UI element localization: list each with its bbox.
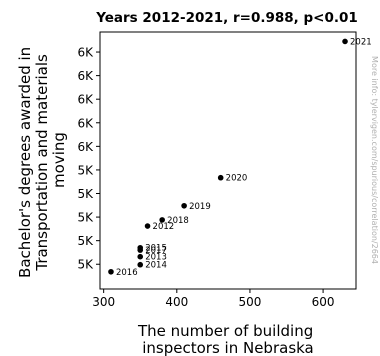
y-tick-label: 6K	[77, 140, 94, 154]
x-axis-title-line-1: The number of building	[137, 322, 313, 340]
y-tick-label: 5K	[77, 163, 94, 177]
data-point	[181, 202, 187, 209]
data-point-label: 2013	[145, 253, 167, 263]
y-tick-label: 5K	[77, 187, 94, 201]
plot-frame	[99, 31, 357, 290]
y-tick-label: 5K	[77, 211, 94, 225]
data-point	[137, 253, 144, 260]
x-tick-label: 600	[312, 295, 335, 309]
y-axis: 5K 5K 5K 5K 5K 6K 6K 6K 6K 6K	[77, 46, 100, 272]
y-axis-title: Bachelor's degrees awarded in Transporta…	[16, 42, 68, 278]
data-point	[217, 174, 224, 181]
y-tick-label: 6K	[77, 69, 94, 83]
y-tick-label: 5K	[77, 258, 94, 272]
y-axis-title-line-2: Transportation and materials	[33, 54, 51, 272]
data-point	[144, 223, 151, 229]
data-point	[108, 268, 114, 275]
source-watermark: More info: tylervigen.com/spurious/corre…	[370, 56, 379, 264]
x-tick-label: 300	[92, 295, 115, 309]
data-point-label: 2016	[116, 268, 138, 278]
data-point-label: 2020	[226, 174, 248, 184]
data-point	[342, 38, 348, 45]
x-axis-title-line-2: inspectors in Nebraska	[142, 339, 314, 356]
data-point-label: 2021	[350, 37, 372, 47]
x-tick-label: 500	[238, 295, 261, 309]
data-point	[159, 217, 165, 223]
data-point	[137, 261, 144, 268]
x-axis-title: The number of building inspectors in Neb…	[137, 322, 318, 356]
y-axis-title-line-1: Bachelor's degrees awarded in	[16, 47, 34, 278]
chart-title: Years 2012-2021, r=0.988, p<0.01	[95, 10, 358, 26]
data-point-label: 2019	[189, 202, 211, 212]
data-point-label: 2017	[145, 246, 167, 256]
data-point-label: 2015	[145, 244, 167, 254]
data-point-label: 2018	[167, 216, 189, 226]
y-tick-label: 5K	[77, 234, 94, 248]
data-point	[137, 247, 144, 253]
data-point-label: 2014	[145, 261, 167, 271]
y-axis-title-line-3: moving	[50, 132, 68, 188]
y-tick-label: 6K	[77, 46, 94, 60]
x-axis: 300 400 500 600	[92, 289, 335, 309]
x-tick-label: 400	[165, 295, 188, 309]
y-tick-label: 6K	[77, 93, 94, 107]
data-point-label: 2012	[153, 222, 175, 232]
y-tick-label: 6K	[77, 116, 94, 130]
